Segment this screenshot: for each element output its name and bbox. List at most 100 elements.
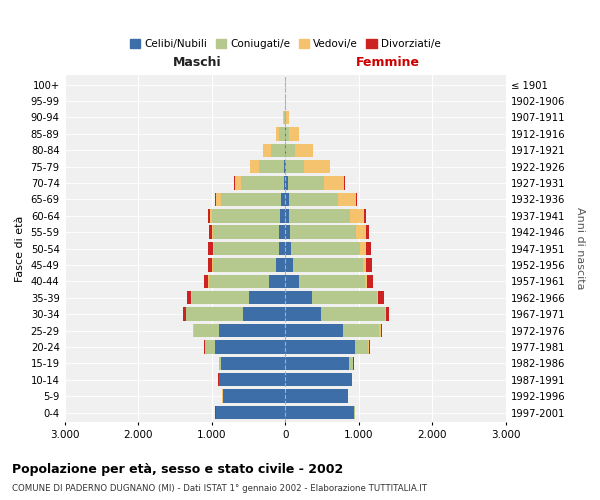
Bar [286, 340, 355, 353]
Bar [356, 192, 358, 206]
Bar [286, 258, 293, 272]
Bar [289, 127, 299, 140]
Bar [263, 144, 271, 157]
Bar [204, 274, 208, 288]
Bar [286, 110, 289, 124]
Text: Maschi: Maschi [173, 56, 221, 69]
Bar [385, 308, 386, 321]
Bar [216, 192, 221, 206]
Bar [369, 340, 370, 353]
Bar [295, 144, 313, 157]
Text: COMUNE DI PADERNO DUGNANO (MI) - Dati ISTAT 1° gennaio 2002 - Elaborazione TUTTI: COMUNE DI PADERNO DUGNANO (MI) - Dati IS… [12, 484, 427, 493]
Bar [299, 274, 365, 288]
Bar [215, 192, 216, 206]
Bar [286, 308, 322, 321]
Bar [284, 160, 286, 173]
Bar [241, 176, 284, 190]
Bar [364, 209, 366, 222]
Bar [276, 258, 286, 272]
Bar [213, 242, 214, 256]
Text: Femmine: Femmine [356, 56, 421, 69]
Bar [212, 226, 213, 239]
Bar [291, 242, 361, 256]
Bar [219, 373, 286, 386]
Bar [287, 176, 323, 190]
Bar [280, 226, 286, 239]
Bar [286, 144, 295, 157]
Bar [380, 324, 382, 338]
Bar [193, 324, 194, 338]
Bar [276, 127, 279, 140]
Bar [209, 226, 212, 239]
Bar [249, 291, 286, 304]
Bar [192, 291, 249, 304]
Bar [322, 308, 385, 321]
Bar [361, 242, 366, 256]
Bar [286, 373, 352, 386]
Bar [221, 192, 281, 206]
Bar [215, 340, 286, 353]
Bar [286, 356, 349, 370]
Bar [355, 340, 368, 353]
Bar [214, 242, 278, 256]
Bar [379, 324, 380, 338]
Bar [286, 274, 299, 288]
Bar [208, 242, 213, 256]
Bar [349, 356, 353, 370]
Bar [283, 110, 284, 124]
Bar [286, 127, 289, 140]
Bar [367, 274, 373, 288]
Bar [280, 209, 286, 222]
Bar [219, 324, 286, 338]
Bar [386, 308, 389, 321]
Bar [244, 308, 286, 321]
Bar [184, 308, 185, 321]
Text: Popolazione per età, sesso e stato civile - 2002: Popolazione per età, sesso e stato civil… [12, 462, 343, 475]
Bar [362, 258, 366, 272]
Bar [312, 291, 377, 304]
Bar [205, 340, 215, 353]
Bar [284, 176, 286, 190]
Bar [219, 356, 221, 370]
Bar [378, 291, 383, 304]
Bar [356, 226, 365, 239]
Bar [208, 209, 210, 222]
Bar [286, 176, 287, 190]
Bar [286, 324, 343, 338]
Bar [213, 226, 280, 239]
Bar [290, 226, 356, 239]
Bar [208, 258, 212, 272]
Bar [286, 160, 304, 173]
Bar [344, 176, 345, 190]
Bar [212, 209, 280, 222]
Bar [286, 291, 312, 304]
Bar [286, 209, 289, 222]
Bar [213, 258, 276, 272]
Bar [286, 226, 290, 239]
Bar [366, 258, 372, 272]
Bar [338, 192, 356, 206]
Bar [216, 406, 286, 419]
Bar [286, 242, 291, 256]
Bar [235, 176, 241, 190]
Bar [271, 144, 285, 157]
Bar [365, 226, 369, 239]
Bar [186, 308, 244, 321]
Bar [212, 258, 213, 272]
Bar [350, 209, 364, 222]
Bar [234, 176, 235, 190]
Bar [221, 356, 286, 370]
Bar [293, 258, 362, 272]
Bar [289, 192, 338, 206]
Bar [286, 390, 348, 403]
Bar [210, 209, 212, 222]
Legend: Celibi/Nubili, Coniugati/e, Vedovi/e, Divorziati/e: Celibi/Nubili, Coniugati/e, Vedovi/e, Di… [126, 35, 445, 54]
Bar [343, 324, 379, 338]
Bar [365, 274, 367, 288]
Bar [209, 274, 269, 288]
Bar [250, 160, 259, 173]
Bar [286, 406, 355, 419]
Bar [286, 192, 289, 206]
Bar [368, 340, 369, 353]
Bar [377, 291, 378, 304]
